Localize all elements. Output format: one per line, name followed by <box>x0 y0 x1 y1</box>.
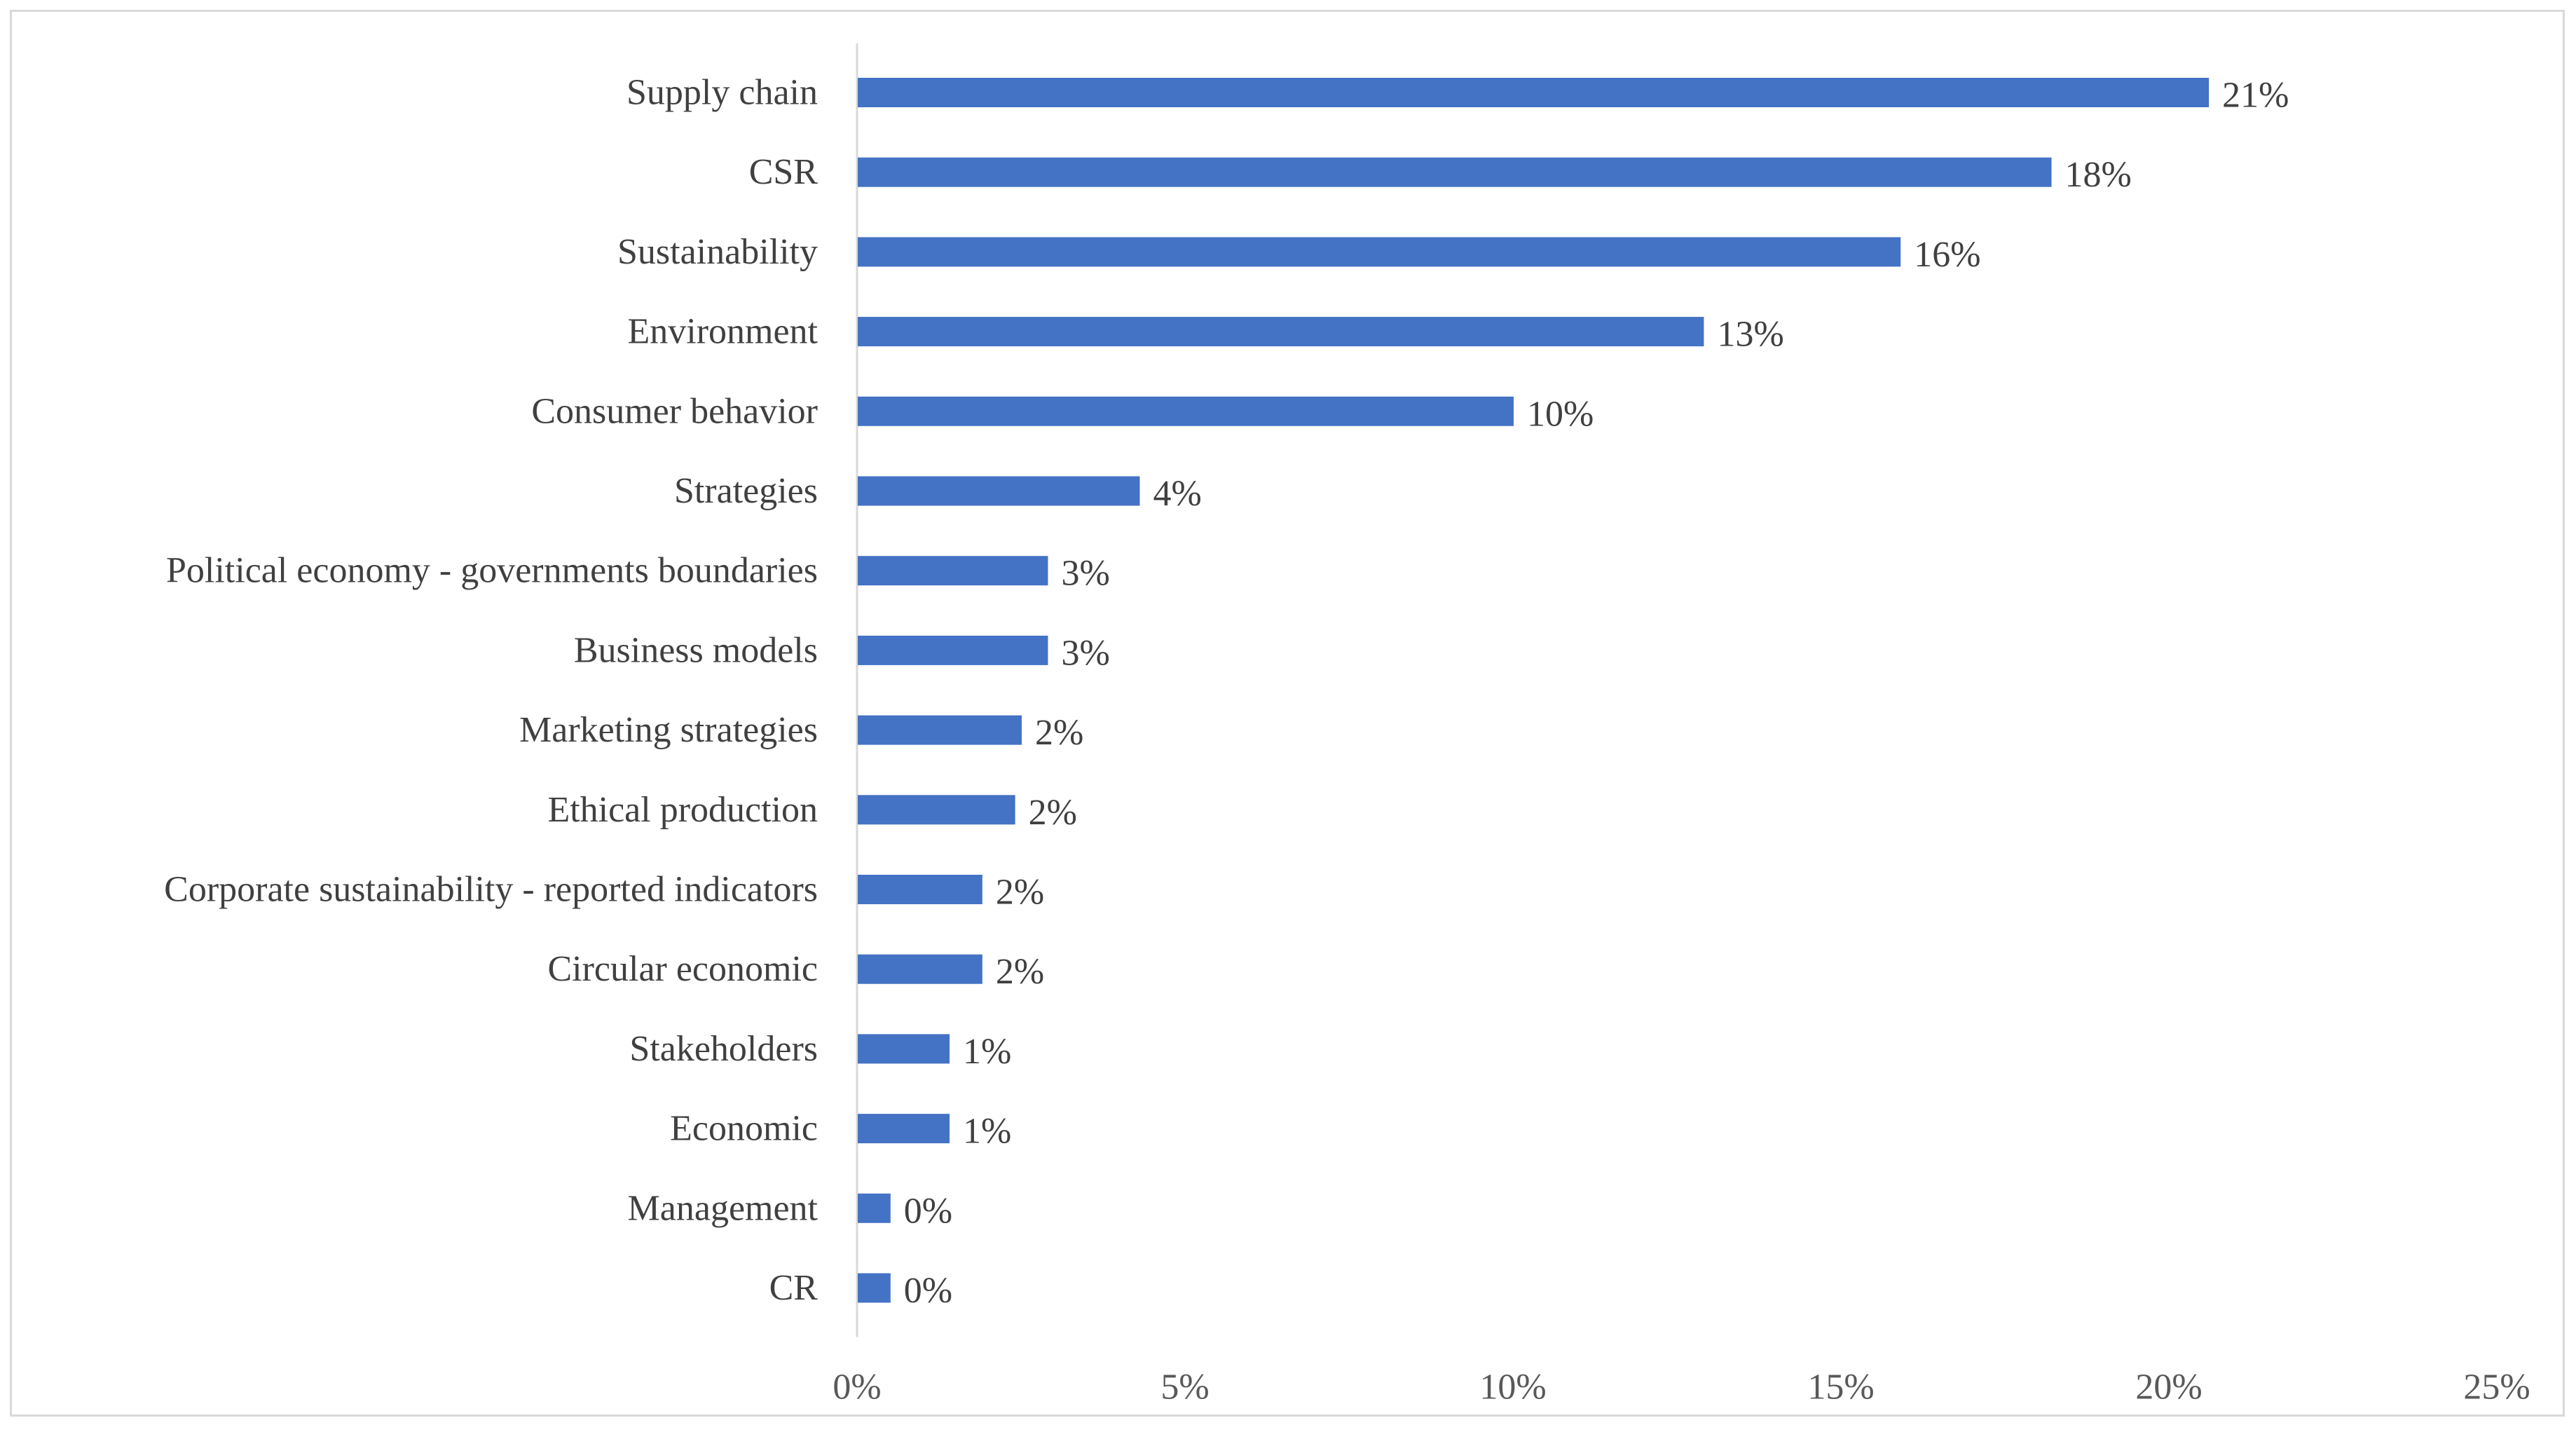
category-label: Consumer behavior <box>531 391 818 431</box>
data-label: 1% <box>963 1112 1011 1152</box>
category-label: Stakeholders <box>629 1029 818 1069</box>
data-label: 13% <box>1717 315 1783 355</box>
bar <box>858 317 1704 347</box>
data-label: 1% <box>963 1032 1011 1072</box>
x-tick-label: 5% <box>1160 1368 1209 1407</box>
category-label: Ethical production <box>547 790 818 830</box>
category-label: CR <box>769 1268 818 1308</box>
category-label: Circular economic <box>547 949 818 989</box>
category-label: Management <box>628 1188 818 1228</box>
data-label: 16% <box>1914 235 1980 275</box>
data-label: 4% <box>1153 474 1201 514</box>
bar <box>858 396 1514 426</box>
bar <box>858 1273 891 1303</box>
category-label: CSR <box>749 152 818 192</box>
x-tick-label: 25% <box>2463 1368 2530 1407</box>
bar <box>858 635 1048 665</box>
x-tick-label: 10% <box>1479 1368 1546 1407</box>
category-label: Business models <box>574 630 818 670</box>
bar <box>858 1034 950 1064</box>
data-label: 3% <box>1061 554 1109 594</box>
bar <box>858 875 982 904</box>
data-label: 0% <box>904 1191 952 1231</box>
category-label: Marketing strategies <box>519 710 818 750</box>
bar <box>858 1114 950 1144</box>
chart-frame: Supply chain CSR Sustainability Environment… <box>10 10 2565 1417</box>
data-label: 2% <box>996 952 1044 992</box>
bar <box>858 1193 891 1223</box>
x-tick-label: 0% <box>833 1368 881 1407</box>
bar <box>858 954 982 984</box>
category-label: Corporate sustainability - reported indi… <box>164 870 818 910</box>
data-label: 3% <box>1061 633 1109 673</box>
category-label: Environment <box>627 312 818 352</box>
x-tick-label: 15% <box>1807 1368 1874 1407</box>
bars-layer <box>858 78 2210 1303</box>
category-label: Sustainability <box>617 232 818 272</box>
data-label: 2% <box>996 873 1044 913</box>
bar <box>858 476 1140 506</box>
category-label: Strategies <box>674 471 818 511</box>
data-label: 10% <box>1527 394 1594 434</box>
bar-chart: Supply chain CSR Sustainability Environment… <box>164 43 2530 1407</box>
bar <box>858 715 1022 745</box>
data-label: 21% <box>2222 76 2289 116</box>
data-label: 18% <box>2065 155 2132 195</box>
data-labels: 21% 18% 16% 13% 10% 4% 3% 3% 2% 2% 2% 2% 1% 1% 0% 0% <box>904 76 2289 1311</box>
category-label: Supply chain <box>626 73 818 113</box>
x-tick-label: 20% <box>2135 1368 2202 1407</box>
category-labels: Supply chain CSR Sustainability Environment… <box>164 73 818 1309</box>
x-axis-tick-labels: 0% 5% 10% 15% 20% 25% <box>833 1368 2530 1407</box>
bar <box>858 157 2052 187</box>
bar <box>858 78 2210 107</box>
data-label: 2% <box>1029 793 1077 833</box>
bar <box>858 556 1048 586</box>
bar <box>858 795 1015 825</box>
data-label: 2% <box>1035 713 1083 753</box>
category-label: Economic <box>670 1109 818 1149</box>
category-label: Political economy - governments boundari… <box>166 551 818 591</box>
bar <box>858 237 1901 267</box>
data-label: 0% <box>904 1271 952 1311</box>
